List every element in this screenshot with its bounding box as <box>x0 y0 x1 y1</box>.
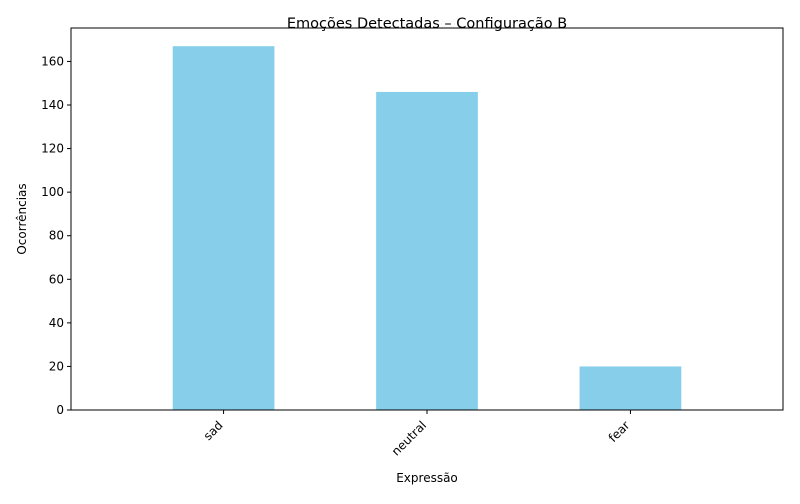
y-tick-label: 140 <box>41 98 64 112</box>
y-tick-label: 40 <box>49 316 64 330</box>
x-axis: sad neutral fear <box>201 410 633 458</box>
x-tick-label-sad: sad <box>201 418 226 443</box>
y-tick-label: 120 <box>41 142 64 156</box>
x-axis-label: Expressão <box>396 471 458 485</box>
y-tick-label: 80 <box>49 229 64 243</box>
y-axis-label: Ocorrências <box>15 183 29 254</box>
y-tick-label: 60 <box>49 272 64 286</box>
bars <box>172 46 682 411</box>
y-tick-label: 160 <box>41 54 64 68</box>
bar-sad <box>172 46 275 410</box>
x-tick-label-fear: fear <box>606 418 633 445</box>
bar-neutral <box>376 91 478 411</box>
bar-fear <box>579 366 682 410</box>
plot-frame <box>70 27 784 411</box>
chart-title: Emoções Detectadas – Configuração B <box>287 16 567 32</box>
y-tick-label: 20 <box>49 359 64 373</box>
y-tick-label: 0 <box>56 403 64 417</box>
y-tick-label: 100 <box>41 185 64 199</box>
y-axis: 0 20 40 60 80 100 120 140 160 <box>41 54 71 417</box>
x-tick-label-neutral: neutral <box>389 418 429 458</box>
